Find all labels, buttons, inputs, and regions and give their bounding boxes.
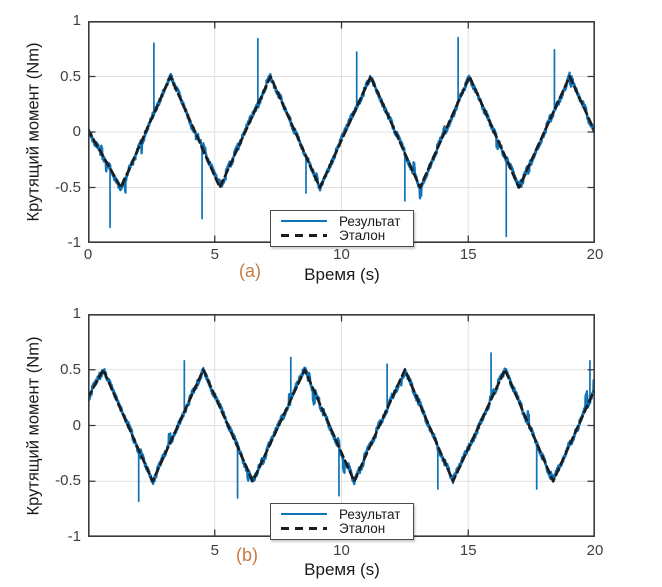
subplot-a-legend: Результат Эталон [270, 210, 414, 247]
result-line-sample [281, 219, 327, 223]
x-axis-tick-label: 20 [586, 542, 604, 559]
x-axis-tick-label: 5 [210, 246, 219, 263]
legend-label-reference: Эталон [339, 227, 386, 243]
result-line-sample [281, 512, 327, 516]
y-axis-tick-label: -0.5 [55, 472, 81, 490]
subplot-a-plot-area [88, 21, 595, 243]
legend-entry-result: Результат [271, 506, 413, 522]
y-axis-tick-label: -1 [67, 234, 81, 251]
y-axis-tick-label: 1 [72, 12, 81, 29]
x-axis-tick-label: 10 [333, 542, 350, 559]
legend-entry-reference: Эталон [271, 227, 413, 243]
legend-label-result: Результат [339, 213, 401, 229]
subplot-b-caption: (b) [236, 545, 258, 565]
y-axis-tick-label: 0 [72, 123, 81, 140]
x-axis-tick-label: 20 [586, 246, 604, 263]
y-axis-tick-label: 0.5 [60, 67, 81, 85]
x-axis-tick-label: 0 [83, 246, 93, 263]
subplot-b-x-axis-label: Время (s) [304, 560, 380, 579]
subplot-b-legend: Результат Эталон [270, 503, 414, 540]
x-axis-tick-label: 15 [459, 246, 477, 263]
legend-entry-reference: Эталон [271, 520, 413, 536]
reference-line-sample [281, 526, 327, 530]
reference-line-sample [281, 233, 327, 237]
legend-label-result: Результат [339, 506, 401, 522]
x-axis-tick-label: 10 [333, 246, 350, 263]
legend-entry-result: Результат [271, 213, 413, 229]
y-axis-tick-label: -0.5 [55, 178, 81, 196]
subplot-a-x-axis-label: Время (s) [304, 265, 380, 284]
subplot-a-caption: (a) [239, 261, 261, 281]
x-axis-tick-label: 5 [210, 542, 219, 559]
subplot-b-plot-area [88, 314, 595, 537]
y-axis-tick-label: 1 [72, 305, 81, 322]
y-axis-tick-label: -1 [67, 528, 81, 545]
y-axis-tick-label: 0.5 [60, 360, 81, 378]
y-axis-tick-label: 0 [72, 416, 81, 434]
x-axis-tick-label: 15 [459, 542, 477, 559]
legend-label-reference: Эталон [339, 520, 386, 536]
